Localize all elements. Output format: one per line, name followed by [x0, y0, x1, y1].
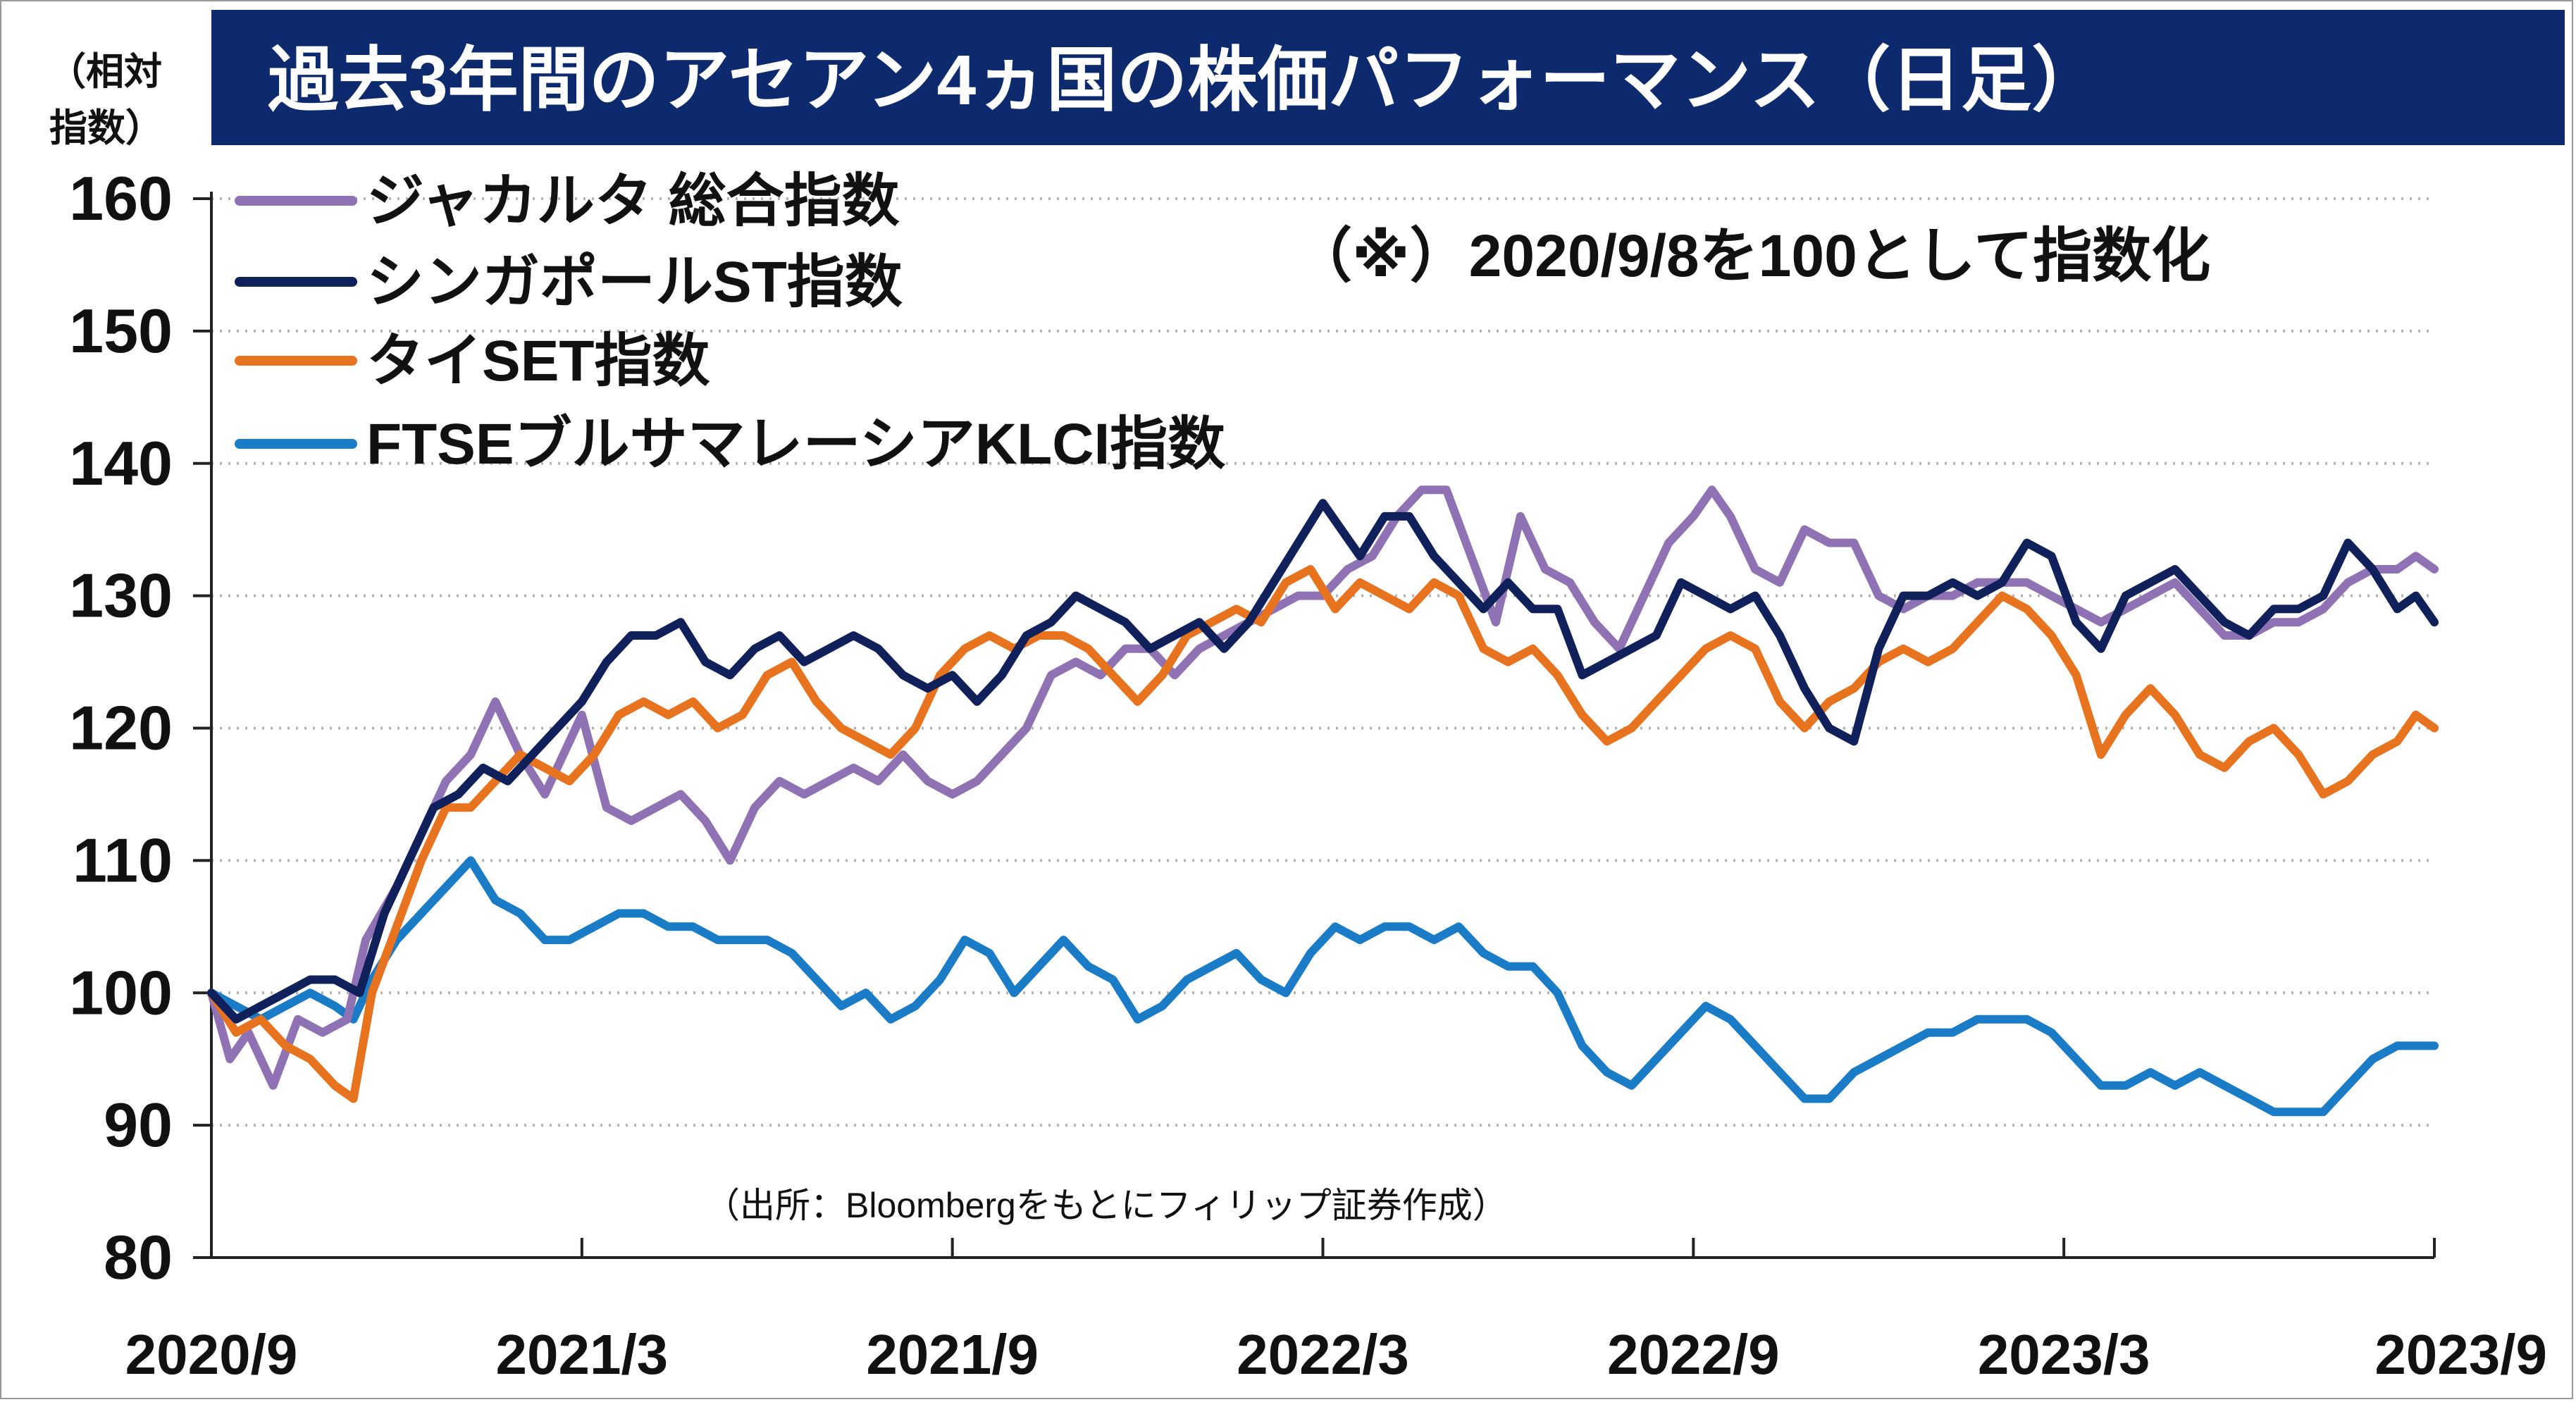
x-tick-labels: 2020/9 2021/3 2021/9 2022/3 2022/9 2023/3 2023… — [125, 1323, 2547, 1386]
y-tick-label-100: 100 — [69, 957, 173, 1027]
x-tick-label-5: 2023/3 — [1978, 1323, 2150, 1386]
source-credit: （出所：Bloombergをもとにフィリップ証券作成） — [705, 1186, 1508, 1225]
x-tick-label-1: 2021/3 — [495, 1323, 668, 1386]
title-background — [211, 10, 2565, 145]
y-axis-label-line-2: 指数） — [49, 107, 163, 149]
x-tick-label-0: 2020/9 — [125, 1323, 298, 1386]
series-lines — [207, 485, 2439, 1117]
y-tick-label-140: 140 — [69, 428, 173, 498]
x-tick-label-2: 2021/9 — [866, 1323, 1039, 1386]
series-line-1 — [207, 499, 2439, 1024]
series-line-0 — [207, 485, 2439, 1090]
y-tick-label-130: 130 — [69, 561, 173, 631]
x-tick-label-3: 2022/3 — [1237, 1323, 1409, 1386]
series-line-3 — [207, 856, 2439, 1117]
title-banner: 過去3年間のアセアン4ヵ国の株価パフォーマンス（日足） — [211, 10, 2565, 145]
y-tick-label-80: 80 — [104, 1222, 173, 1292]
y-tick-label-160: 160 — [69, 163, 173, 233]
legend-label-1: シンガポールST指数 — [366, 250, 903, 314]
legend-label-0: ジャカルタ 総合指数 — [366, 169, 900, 233]
index-note: （※）2020/9/8を100として指数化 — [1293, 223, 2210, 289]
x-tick-label-6: 2023/9 — [2374, 1323, 2547, 1386]
y-tick-label-90: 90 — [104, 1090, 173, 1160]
y-axis-label-line-1: （相対 — [48, 51, 162, 93]
legend-label-2: タイSET指数 — [366, 329, 710, 393]
series-line-2 — [207, 565, 2439, 1103]
legend-label-3: FTSEブルサマレーシアKLCI指数 — [366, 412, 1225, 476]
y-tick-label-110: 110 — [73, 825, 173, 895]
y-tick-labels: 160 150 140 130 120 110 100 90 80 — [69, 163, 173, 1292]
y-tick-label-120: 120 — [69, 693, 173, 763]
chart-title: 過去3年間のアセアン4ヵ国の株価パフォーマンス（日足） — [268, 41, 2102, 120]
y-tick-label-150: 150 — [69, 296, 173, 366]
x-tick-label-4: 2022/9 — [1607, 1323, 1780, 1386]
